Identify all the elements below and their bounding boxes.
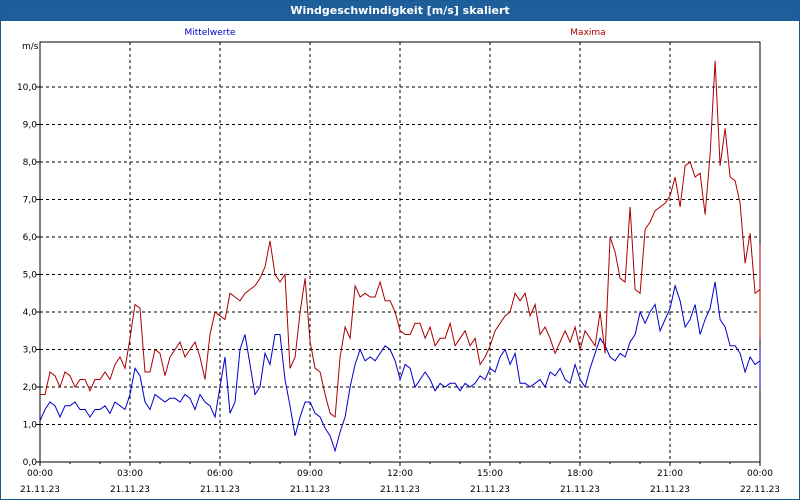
legend-maxima: Maxima xyxy=(570,28,605,38)
legend-mittelwerte: Mittelwerte xyxy=(184,28,235,38)
x-tick-time: 12:00 xyxy=(387,469,413,479)
x-tick-date: 21.11.23 xyxy=(20,485,60,495)
series-line-mittelwerte xyxy=(39,281,761,453)
x-tick-time: 21:00 xyxy=(657,469,683,479)
y-tick-label: 0,0 xyxy=(23,458,38,468)
x-tick-date: 21.11.23 xyxy=(200,485,240,495)
x-tick-date: 21.11.23 xyxy=(290,485,330,495)
x-tick-date: 21.11.23 xyxy=(470,485,510,495)
y-tick-label: 4,0 xyxy=(23,308,38,318)
y-tick-label: 2,0 xyxy=(23,383,38,393)
y-tick-label: 9,0 xyxy=(23,121,38,131)
y-tick-label: 6,0 xyxy=(23,233,38,243)
x-tick-time: 00:00 xyxy=(27,469,53,479)
x-tick-time: 18:00 xyxy=(567,469,593,479)
y-tick-label: 1,0 xyxy=(23,421,38,431)
x-tick-time: 15:00 xyxy=(477,469,503,479)
series-line-maxima xyxy=(40,60,761,418)
x-tick-time: 09:00 xyxy=(297,469,323,479)
y-tick-label: 3,0 xyxy=(23,346,38,356)
y-tick-label: 5,0 xyxy=(23,271,38,281)
y-tick-label: 8,0 xyxy=(23,158,38,168)
x-tick-date: 21.11.23 xyxy=(560,485,600,495)
x-tick-date: 22.11.23 xyxy=(740,485,780,495)
x-tick-date: 21.11.23 xyxy=(380,485,420,495)
x-tick-time: 06:00 xyxy=(207,469,233,479)
y-axis-label: m/s xyxy=(22,42,39,52)
y-tick-label: 7,0 xyxy=(23,196,38,206)
y-tick-label: 10,0 xyxy=(17,83,37,93)
x-tick-date: 21.11.23 xyxy=(110,485,150,495)
x-tick-time: 03:00 xyxy=(117,469,143,479)
chart-title: Windgeschwindigkeit [m/s] skaliert xyxy=(1,1,799,21)
x-tick-date: 21.11.23 xyxy=(650,485,690,495)
x-tick-time: 00:00 xyxy=(747,469,773,479)
